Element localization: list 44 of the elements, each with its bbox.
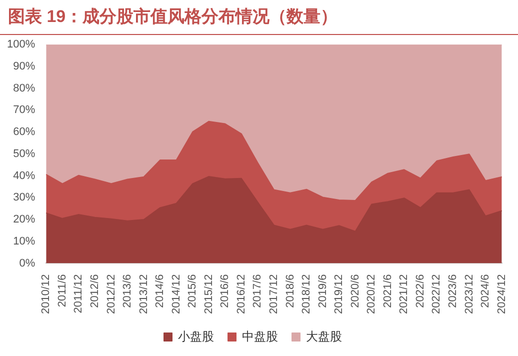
x-tick-label: 2019/6	[316, 274, 329, 308]
x-tick-label: 2010/12	[40, 274, 52, 314]
x-tick-label: 2017/6	[252, 274, 264, 308]
x-tick-label: 2014/12	[170, 274, 182, 314]
y-tick-label: 0%	[19, 257, 36, 270]
y-tick-label: 40%	[13, 170, 36, 182]
x-tick-label: 2019/12	[333, 274, 346, 314]
x-tick-label: 2020/12	[366, 274, 378, 314]
y-tick-label: 60%	[13, 126, 36, 138]
y-tick-label: 90%	[13, 60, 36, 72]
y-tick-label: 20%	[13, 214, 36, 226]
x-tick-label: 2011/6	[56, 274, 68, 308]
y-tick-label: 10%	[13, 235, 36, 248]
x-tick-label: 2022/12	[430, 274, 443, 314]
x-tick-label: 2021/6	[382, 274, 394, 308]
x-tick-label: 2011/12	[72, 274, 85, 314]
x-tick-label: 2013/6	[122, 274, 134, 308]
x-tick-label: 2024/6	[480, 274, 492, 308]
y-tick-label: 100%	[6, 38, 36, 51]
y-tick-label: 80%	[13, 82, 36, 94]
x-tick-label: 2022/6	[414, 274, 426, 308]
x-tick-label: 2023/12	[463, 274, 476, 314]
x-tick-label: 2018/12	[300, 274, 313, 314]
x-tick-label: 2020/6	[349, 274, 362, 308]
legend-label: 小盘股	[178, 329, 214, 344]
x-tick-label: 2023/6	[447, 274, 460, 308]
y-tick-label: 70%	[13, 104, 36, 116]
legend-label: 中盘股	[242, 329, 278, 344]
x-tick-label: 2015/6	[186, 274, 199, 308]
x-tick-label: 2012/6	[88, 274, 101, 308]
x-tick-label: 2014/6	[154, 274, 166, 308]
x-tick-label: 2013/12	[138, 274, 150, 314]
x-tick-label: 2017/12	[268, 274, 280, 314]
legend-label: 大盘股	[306, 329, 342, 344]
x-tick-label: 2015/12	[202, 274, 215, 314]
x-tick-label: 2021/12	[398, 274, 410, 314]
x-tick-label: 2024/12	[496, 274, 508, 314]
x-tick-label: 2018/6	[284, 274, 296, 308]
y-tick-label: 50%	[13, 148, 36, 160]
y-tick-label: 30%	[13, 192, 36, 204]
x-tick-label: 2016/6	[219, 274, 232, 308]
x-tick-label: 2016/12	[235, 274, 248, 314]
chart-title: 图表 19：成分股市值风格分布情况（数量）	[0, 0, 518, 35]
x-tick-label: 2012/12	[105, 274, 118, 314]
